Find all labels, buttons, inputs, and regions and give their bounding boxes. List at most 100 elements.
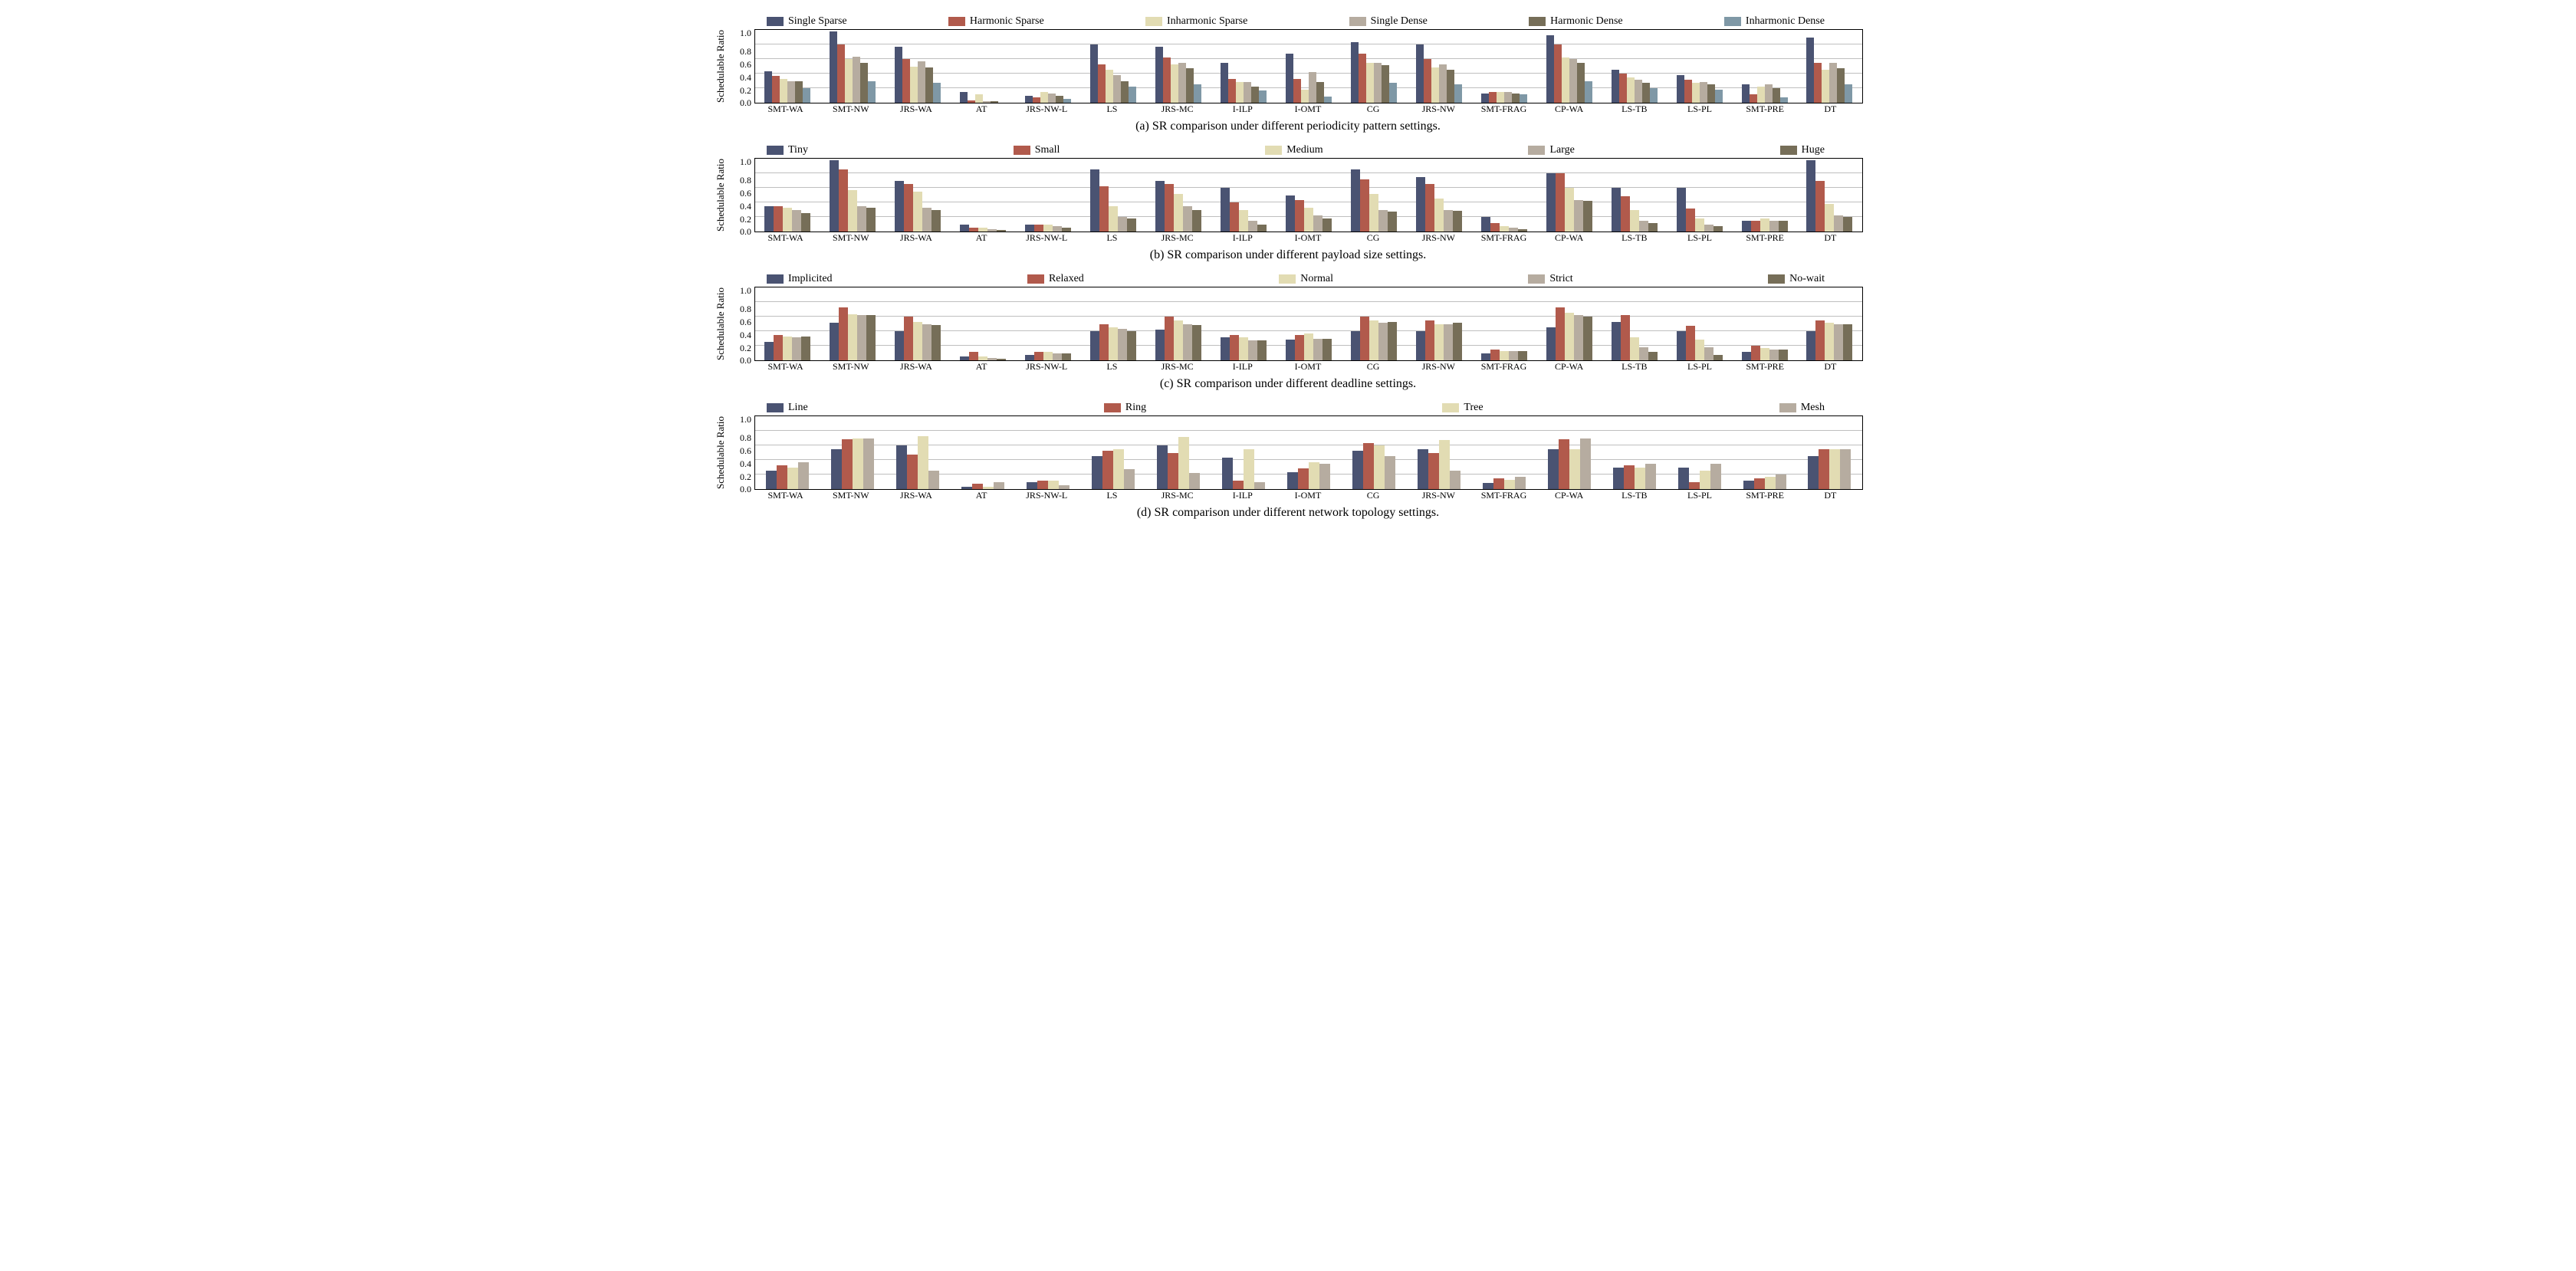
plot-area: [754, 158, 1863, 232]
bar: [987, 358, 997, 360]
x-tick-label: LS: [1079, 103, 1145, 115]
bar: [1360, 179, 1369, 232]
bar: [1382, 65, 1389, 103]
legend-item: Inharmonic Sparse: [1145, 15, 1247, 28]
bar: [839, 169, 848, 232]
bar: [1439, 440, 1450, 489]
bar: [1808, 456, 1819, 489]
bar: [1298, 468, 1309, 489]
bar: [1053, 226, 1062, 232]
bar: [1822, 70, 1829, 103]
legend-swatch: [1104, 403, 1121, 412]
bar: [1829, 449, 1840, 489]
bar: [1509, 228, 1518, 232]
legend: ImplicitedRelaxedNormalStrictNo-wait: [713, 273, 1863, 287]
bar: [1230, 335, 1239, 360]
bar: [1109, 327, 1118, 360]
bar: [1313, 215, 1322, 232]
bar: [896, 445, 907, 489]
y-tick: 1.0: [740, 28, 751, 38]
legend-label: Tree: [1464, 402, 1483, 414]
x-tick-label: SMT-WA: [753, 361, 818, 373]
bar-group: [951, 30, 1016, 103]
bar: [1454, 84, 1462, 103]
bar: [1500, 351, 1509, 360]
bar: [1431, 67, 1439, 103]
bar: [1388, 212, 1397, 232]
bar: [983, 487, 994, 489]
bar: [1369, 320, 1378, 360]
bar: [922, 324, 932, 361]
bar-group: [1211, 416, 1276, 489]
x-tick-label: LS: [1079, 490, 1145, 501]
bar: [1174, 320, 1183, 360]
bar: [1450, 471, 1460, 489]
legend-swatch: [1529, 17, 1546, 26]
x-tick-label: JRS-NW: [1406, 232, 1471, 244]
bar: [1580, 438, 1591, 490]
bar: [1157, 445, 1168, 489]
legend-label: Tiny: [788, 144, 808, 156]
bar: [1043, 225, 1053, 232]
bar: [1481, 217, 1490, 232]
bar: [1221, 337, 1230, 360]
x-tick-label: DT: [1798, 103, 1863, 115]
bar: [1163, 57, 1171, 103]
bar: [1490, 223, 1500, 232]
bar: [1751, 346, 1760, 360]
x-tick-label: DT: [1798, 490, 1863, 501]
bar: [997, 230, 1006, 232]
bar: [932, 210, 941, 232]
bar: [907, 455, 918, 489]
x-tick-label: LS-PL: [1667, 490, 1732, 501]
bar: [1776, 475, 1786, 489]
y-axis-ticks: 1.00.80.60.40.20.0: [728, 158, 754, 232]
bar: [1389, 83, 1397, 103]
x-tick-label: I-ILP: [1210, 232, 1275, 244]
legend-item: Large: [1528, 144, 1574, 156]
bar: [866, 315, 876, 360]
bar: [1286, 195, 1295, 232]
panel-a: Single SparseHarmonic SparseInharmonic S…: [713, 15, 1863, 133]
legend-label: Relaxed: [1049, 273, 1084, 285]
bar: [1769, 350, 1779, 360]
x-tick-label: I-OMT: [1275, 490, 1340, 501]
bar: [772, 76, 780, 103]
bar-group: [886, 416, 951, 489]
bar: [1183, 324, 1192, 361]
bar-group: [1341, 416, 1406, 489]
legend-item: Strict: [1528, 273, 1572, 285]
bar: [1710, 464, 1721, 489]
x-tick-label: JRS-MC: [1145, 361, 1210, 373]
bar: [1630, 337, 1639, 360]
x-tick-label: CP-WA: [1536, 103, 1602, 115]
legend-label: Huge: [1802, 144, 1825, 156]
bar: [780, 79, 787, 103]
y-tick: 0.2: [740, 86, 751, 95]
bar: [1259, 90, 1267, 103]
bar: [1359, 54, 1366, 103]
bar: [1624, 465, 1635, 489]
bar: [1192, 210, 1201, 232]
y-tick: 1.0: [740, 415, 751, 424]
bar-group: [951, 159, 1016, 232]
bar: [1090, 169, 1099, 232]
legend-swatch: [1014, 146, 1030, 155]
bar: [1815, 320, 1825, 360]
legend-label: Inharmonic Dense: [1746, 15, 1825, 28]
y-tick: 0.4: [740, 459, 751, 468]
bar-group: [1602, 159, 1667, 232]
bar: [1174, 194, 1183, 232]
bar: [1040, 92, 1048, 103]
y-tick: 0.4: [740, 73, 751, 82]
bar-group: [1081, 416, 1146, 489]
bar: [1612, 322, 1621, 360]
bar: [968, 100, 975, 103]
bar: [1048, 94, 1056, 103]
legend-item: Harmonic Dense: [1529, 15, 1622, 28]
legend-swatch: [948, 17, 965, 26]
bar: [801, 213, 810, 232]
x-tick-label: I-OMT: [1275, 232, 1340, 244]
bar: [1121, 81, 1129, 103]
bar: [925, 67, 933, 103]
